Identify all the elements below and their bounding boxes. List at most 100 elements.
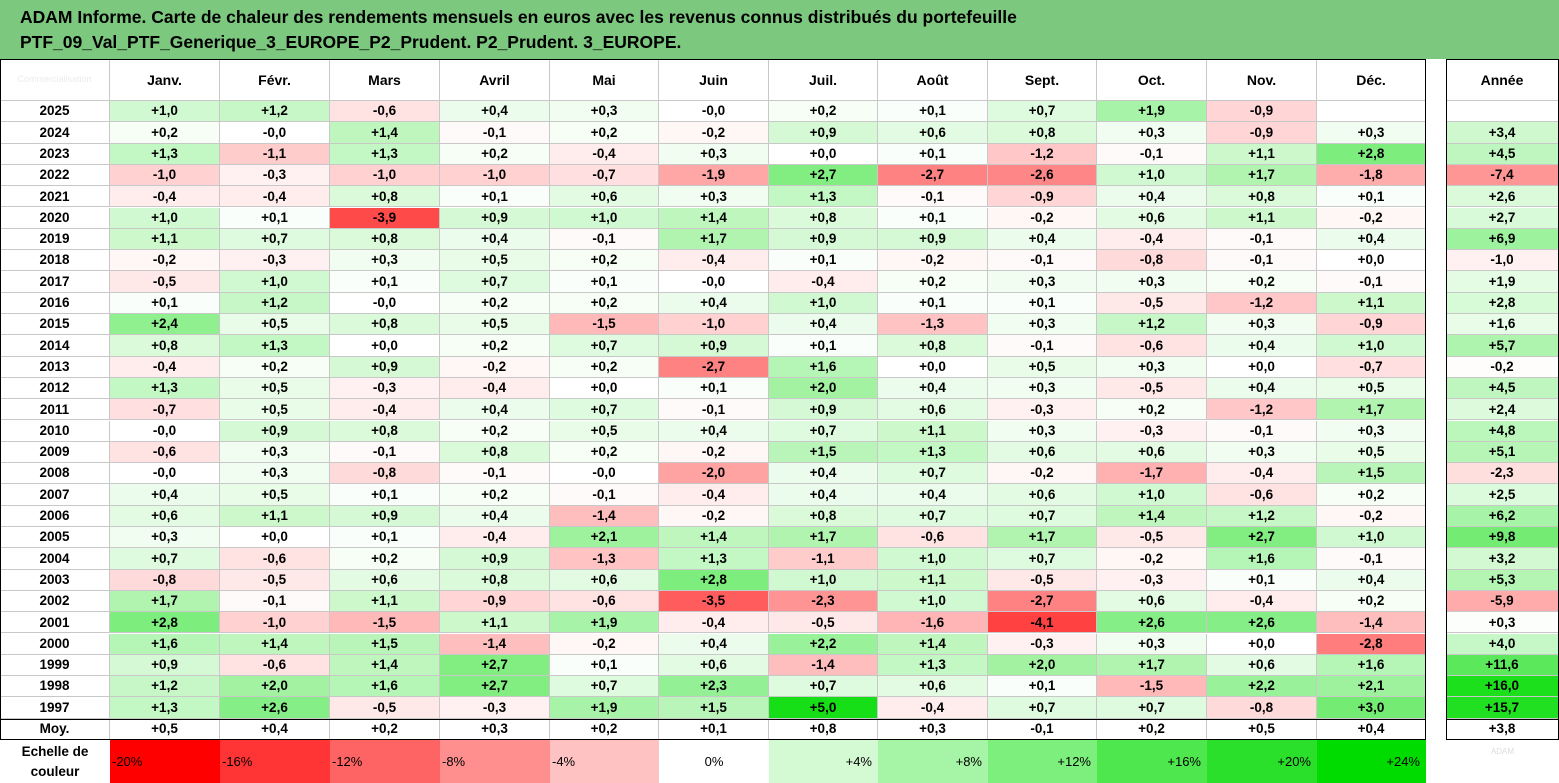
- heatmap-cell: -0,2: [988, 463, 1097, 485]
- heatmap-cell: -1,4: [1317, 612, 1426, 634]
- heatmap-cell: +0,2: [550, 122, 659, 144]
- heatmap-cell: -0,1: [550, 484, 659, 506]
- heatmap-cell: +0,6: [659, 654, 769, 677]
- heatmap-cell: -2,7: [659, 356, 769, 378]
- heatmap-cell: +0,4: [440, 505, 550, 527]
- heatmap-cell: +2,4: [110, 314, 220, 336]
- heatmap-cell: +1,4: [659, 207, 769, 229]
- heatmap-cell: -1,5: [330, 612, 440, 634]
- heatmap-cell: +0,3: [1317, 122, 1426, 144]
- heatmap-cell: -0,2: [659, 122, 769, 144]
- heatmap-cell: -1,1: [769, 548, 878, 570]
- heatmap-cell: +2,8: [110, 612, 220, 634]
- heatmap-cell: -2,7: [878, 164, 988, 187]
- color-scale-stop: +24%: [1317, 740, 1426, 783]
- heatmap-cell: +0,1: [1207, 569, 1317, 591]
- heatmap-cell: +0,2: [220, 356, 330, 378]
- year-total-cell: +11,6: [1446, 654, 1559, 677]
- heatmap-cell: +1,7: [659, 228, 769, 251]
- heatmap-cell: -0,1: [1317, 548, 1426, 570]
- heatmap-cell: +1,2: [220, 292, 330, 314]
- average-year-cell: +3,8: [1446, 718, 1559, 740]
- heatmap-cell: +0,1: [440, 186, 550, 208]
- row-label-2010: 2010: [0, 420, 110, 442]
- average-cell: +0,2: [330, 718, 440, 740]
- heatmap-cell: -0,9: [1317, 314, 1426, 336]
- year-total-cell: -7,4: [1446, 164, 1559, 187]
- year-total-cell: +1,9: [1446, 271, 1559, 293]
- color-scale-stop: -4%: [550, 740, 659, 783]
- heatmap-cell: -0,1: [220, 590, 330, 613]
- heatmap-cell: -1,6: [878, 612, 988, 634]
- heatmap-cell: +0,2: [1317, 590, 1426, 613]
- year-total-cell: +15,7: [1446, 697, 1559, 719]
- heatmap-cell: +0,3: [1317, 420, 1426, 442]
- heatmap-cell: -0,0: [659, 101, 769, 123]
- heatmap-cell: +2,8: [1317, 143, 1426, 165]
- heatmap-cell: +0,2: [1097, 399, 1207, 421]
- heatmap-cell: -0,5: [220, 569, 330, 591]
- color-scale-stop: 0%: [659, 740, 769, 783]
- row-label-2014: 2014: [0, 335, 110, 357]
- heatmap-cell: -1,0: [110, 164, 220, 187]
- year-total-cell: +2,8: [1446, 292, 1559, 314]
- column-header-1: Janv.: [110, 59, 220, 101]
- year-total-cell: -2,3: [1446, 463, 1559, 485]
- heatmap-cell: -0,5: [769, 612, 878, 634]
- year-total-cell: +4,0: [1446, 633, 1559, 655]
- heatmap-cell: +1,0: [1097, 484, 1207, 506]
- column-header-7: Juil.: [769, 59, 878, 101]
- year-total-cell: +9,8: [1446, 527, 1559, 549]
- color-scale-stop: +8%: [878, 740, 988, 783]
- heatmap-cell: -0,1: [440, 463, 550, 485]
- heatmap-cell: -0,4: [878, 697, 988, 719]
- heatmap-cell: +0,3: [1097, 356, 1207, 378]
- heatmap-cell: -1,5: [1097, 676, 1207, 698]
- heatmap-cell: +0,3: [988, 314, 1097, 336]
- heatmap-cell: +1,1: [1207, 143, 1317, 165]
- heatmap-cell: +0,7: [878, 505, 988, 527]
- column-header-10: Oct.: [1097, 59, 1207, 101]
- heatmap-cell: +1,3: [769, 186, 878, 208]
- heatmap-cell: +0,8: [440, 569, 550, 591]
- heatmap-cell: -0,4: [659, 484, 769, 506]
- heatmap-cell: +1,4: [659, 527, 769, 549]
- heatmap-cell: +0,8: [988, 122, 1097, 144]
- heatmap-cell: -0,6: [550, 590, 659, 613]
- heatmap-cell: -0,4: [440, 377, 550, 400]
- heatmap-cell: -1,8: [1317, 164, 1426, 187]
- heatmap-cell: +0,1: [988, 292, 1097, 314]
- heatmap-cell: +0,0: [1207, 356, 1317, 378]
- heatmap-cell: +2,6: [1207, 612, 1317, 634]
- heatmap-cell: +0,3: [220, 463, 330, 485]
- heatmap-cell: +0,5: [220, 484, 330, 506]
- row-label-2024: 2024: [0, 122, 110, 144]
- heatmap-cell: +2,2: [769, 633, 878, 655]
- year-total-cell: +5,1: [1446, 441, 1559, 464]
- heatmap-cell: +0,5: [220, 399, 330, 421]
- column-header-3: Mars: [330, 59, 440, 101]
- heatmap-cell: -0,0: [330, 292, 440, 314]
- heatmap-cell: +0,4: [769, 484, 878, 506]
- heatmap-cell: -0,4: [110, 186, 220, 208]
- heatmap-cell: +0,4: [769, 314, 878, 336]
- heatmap-cell: +0,2: [550, 250, 659, 272]
- heatmap-cell: +2,0: [220, 676, 330, 698]
- heatmap-cell: +2,3: [659, 676, 769, 698]
- heatmap-cell: +0,7: [988, 505, 1097, 527]
- heatmap-cell: +0,9: [769, 399, 878, 421]
- heatmap-cell: +0,6: [550, 569, 659, 591]
- heatmap-cell: -0,3: [1097, 420, 1207, 442]
- heatmap-cell: -2,3: [769, 590, 878, 613]
- heatmap-cell: +0,2: [550, 292, 659, 314]
- row-label-2022: 2022: [0, 164, 110, 187]
- row-label-2025: 2025: [0, 101, 110, 123]
- heatmap-cell: +1,0: [1317, 335, 1426, 357]
- heatmap-cell: +0,0: [550, 377, 659, 400]
- heatmap-cell: +1,7: [1207, 164, 1317, 187]
- watermark-text: ADAM: [1490, 747, 1515, 756]
- heatmap-cell: +0,1: [878, 101, 988, 123]
- column-header-8: Août: [878, 59, 988, 101]
- heatmap-cell: -0,0: [659, 271, 769, 293]
- heatmap-cell: +1,7: [1317, 399, 1426, 421]
